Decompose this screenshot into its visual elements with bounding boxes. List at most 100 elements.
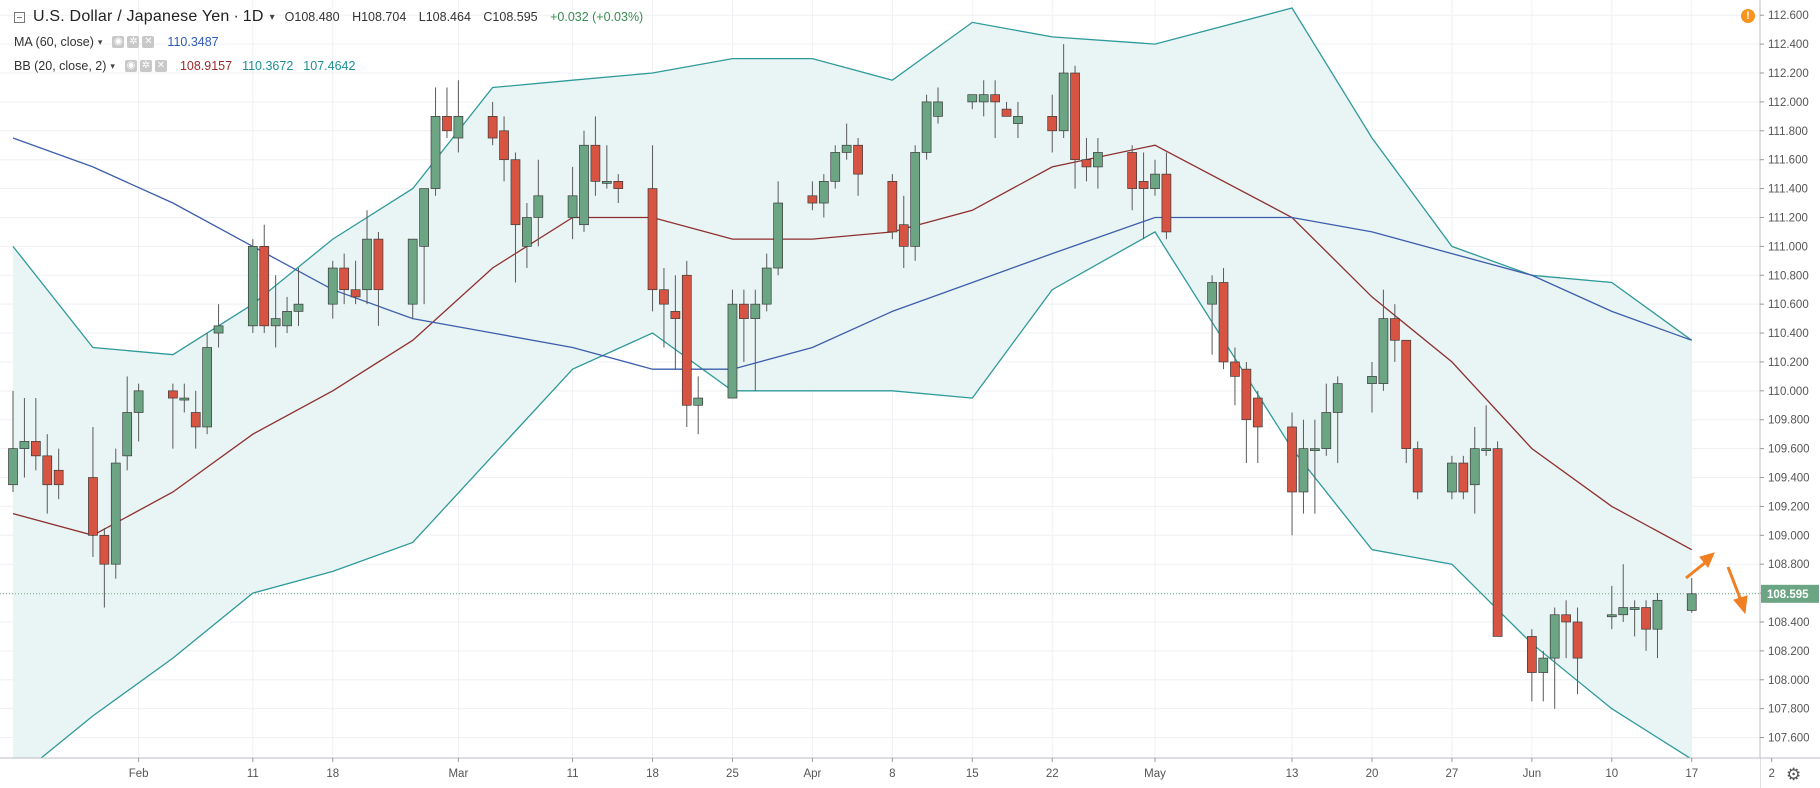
candle <box>8 390 18 492</box>
candle <box>1561 600 1571 659</box>
candle <box>1401 339 1412 464</box>
candle-body <box>1412 448 1423 493</box>
collapse-icon[interactable] <box>14 11 25 23</box>
gear-icon[interactable]: ✲ <box>127 36 140 48</box>
close-icon[interactable]: ✕ <box>142 36 155 48</box>
candle <box>1618 564 1629 622</box>
candle-body <box>133 390 144 413</box>
candle-body <box>841 144 852 153</box>
candle <box>1013 101 1023 139</box>
candle <box>1492 441 1503 637</box>
gear-icon[interactable]: ✲ <box>139 60 152 72</box>
candle-body <box>533 195 544 218</box>
ma-legend[interactable]: MA (60, close) ▾ ◉ ✲ ✕ 110.3487 <box>14 35 229 49</box>
candle-body <box>247 246 258 327</box>
price-tick-label: 111.400 <box>1768 184 1808 196</box>
chevron-down-icon[interactable]: ▾ <box>97 36 103 47</box>
interval-label[interactable]: 1D <box>242 8 264 25</box>
time-tick-label: 2 <box>1768 768 1774 780</box>
candle-body <box>750 303 761 319</box>
candle <box>407 238 418 319</box>
candle-body <box>1013 115 1023 124</box>
candle-body <box>1241 368 1252 421</box>
bb-legend[interactable]: BB (20, close, 2) ▾ ◉ ✲ ✕ 108.9157 110.3… <box>14 59 365 73</box>
candle <box>1252 390 1263 464</box>
candle-body <box>818 181 829 204</box>
candle-body <box>1572 621 1583 659</box>
candle <box>590 116 601 196</box>
candle-body <box>293 303 304 312</box>
candle <box>1332 376 1343 464</box>
candle <box>1207 275 1217 355</box>
time-tick-label: 10 <box>1605 768 1618 780</box>
candle <box>362 210 372 305</box>
bb-label[interactable]: BB (20, close, 2) <box>14 59 107 73</box>
time-tick-label: 11 <box>567 768 579 780</box>
candle-body <box>1001 108 1012 117</box>
candle <box>99 528 110 608</box>
candle <box>499 116 509 182</box>
candle <box>30 398 41 471</box>
candle-body <box>1549 614 1560 659</box>
candle <box>1138 152 1149 240</box>
arrow-up-shaft <box>1685 560 1707 580</box>
alert-icon[interactable]: ! <box>1741 9 1755 23</box>
candle <box>1127 145 1138 211</box>
candle-body <box>430 115 441 189</box>
time-axis-background <box>0 758 1760 788</box>
chevron-down-icon[interactable]: ▾ <box>110 60 115 71</box>
candle <box>579 130 589 232</box>
bb-fill <box>13 8 1692 781</box>
price-tick-label: 107.600 <box>1768 733 1810 745</box>
candle <box>1527 629 1537 702</box>
symbol-title[interactable]: U.S. Dollar / Japanese Yen <box>33 8 230 25</box>
close-icon[interactable]: ✕ <box>154 60 167 72</box>
candle-body <box>567 195 578 218</box>
close-value: C108.595 <box>483 10 538 24</box>
candle-body <box>1389 318 1400 341</box>
eye-icon[interactable]: ◉ <box>112 36 125 48</box>
candle <box>1047 94 1058 153</box>
bb-basis-line <box>12 144 1693 551</box>
candle <box>1070 65 1080 189</box>
price-tick-label: 108.000 <box>1768 675 1810 687</box>
candle-body <box>202 347 212 428</box>
candle-body <box>1093 152 1103 168</box>
candle <box>1549 607 1560 709</box>
time-tick-label: 8 <box>889 768 895 780</box>
ma-label[interactable]: MA (60, close) <box>14 35 94 49</box>
eye-icon[interactable]: ◉ <box>124 60 137 72</box>
candle-body <box>1218 282 1229 363</box>
candle <box>1230 347 1240 406</box>
candle <box>190 390 201 449</box>
candle-body <box>1298 448 1309 493</box>
candle-body <box>1058 72 1069 132</box>
time-tick-label: Mar <box>448 768 468 780</box>
candle <box>990 80 1000 139</box>
price-tick-label: 112.400 <box>1768 39 1809 51</box>
candle-body <box>1138 181 1149 189</box>
candle-body <box>1561 614 1571 623</box>
candle-body <box>407 238 418 305</box>
price-tick-label: 110.800 <box>1768 270 1809 282</box>
candle-body <box>190 412 201 428</box>
candle-body <box>579 144 589 226</box>
arrow-up-head <box>1699 552 1715 568</box>
candle <box>1081 138 1092 182</box>
candle <box>350 260 361 305</box>
candle <box>1481 405 1492 456</box>
candle-body <box>1652 599 1663 630</box>
chevron-down-icon[interactable]: ▾ <box>269 11 275 23</box>
candle <box>259 224 270 334</box>
last-price-label: 108.595 <box>1767 589 1809 601</box>
settings-gear-icon[interactable]: ⚙ <box>1786 765 1802 784</box>
candle <box>1150 159 1160 196</box>
arrow-down-head <box>1733 595 1748 615</box>
candle <box>727 289 738 399</box>
candle <box>1469 426 1480 514</box>
bb-basis-value: 108.9157 <box>179 59 233 73</box>
candle <box>53 448 64 500</box>
candle-body <box>1401 339 1412 449</box>
candle <box>1447 455 1457 500</box>
